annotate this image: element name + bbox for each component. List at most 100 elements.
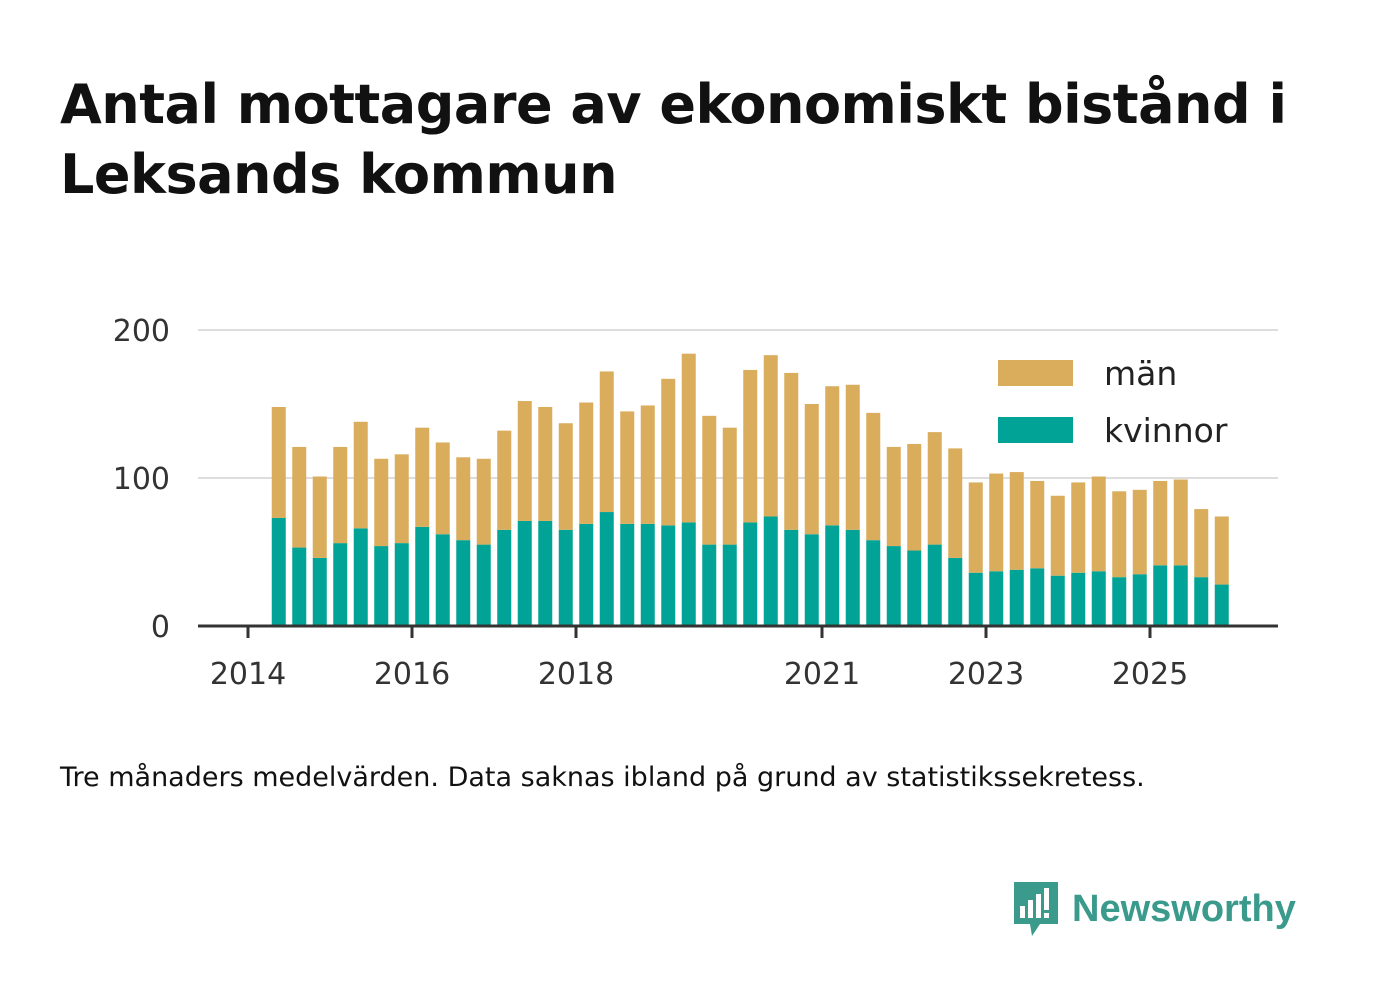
bar-man <box>1173 479 1188 566</box>
bars <box>271 353 1229 626</box>
bar-kvinnor <box>292 547 307 626</box>
bar-man <box>538 406 553 521</box>
bar-kvinnor <box>497 529 512 626</box>
bar-man <box>1153 480 1168 566</box>
bar-kvinnor <box>1009 569 1024 626</box>
bar-kvinnor <box>579 523 594 626</box>
bar-kvinnor <box>948 557 963 626</box>
bar-kvinnor <box>886 546 901 626</box>
bar-kvinnor <box>866 540 881 626</box>
y-tick-label: 0 <box>151 610 170 645</box>
axes: 0 100 200 2014 2016 2018 2021 2023 2025 <box>113 314 1278 692</box>
bar-man <box>948 448 963 558</box>
bar-man <box>497 430 512 530</box>
bar-man <box>640 405 655 524</box>
bar-man <box>1009 472 1024 570</box>
bar-man <box>517 401 532 521</box>
bar-kvinnor <box>763 516 778 626</box>
bar-man <box>907 443 922 551</box>
bar-kvinnor <box>907 550 922 626</box>
bar-man <box>968 482 983 573</box>
y-tick-label: 200 <box>113 314 170 349</box>
bar-man <box>763 355 778 517</box>
brand[interactable]: Newsworthy <box>1010 878 1296 940</box>
bar-kvinnor <box>1132 574 1147 626</box>
bar-kvinnor <box>968 572 983 626</box>
bar-man <box>1194 509 1209 578</box>
bar-kvinnor <box>1091 571 1106 626</box>
bar-kvinnor <box>415 526 430 626</box>
bar-kvinnor <box>804 534 819 626</box>
bar-man <box>845 384 860 530</box>
bar-man <box>661 378 676 526</box>
bar-kvinnor <box>353 528 368 626</box>
bar-kvinnor <box>1153 565 1168 626</box>
bar-man <box>312 476 327 558</box>
bar-kvinnor <box>620 523 635 626</box>
bar-kvinnor <box>927 544 942 626</box>
bar-kvinnor <box>599 512 614 626</box>
legend-swatch <box>998 360 1073 386</box>
bar-man <box>784 372 799 530</box>
bar-kvinnor <box>435 534 450 626</box>
bar-kvinnor <box>681 522 696 626</box>
bar-man <box>599 371 614 513</box>
bar-man <box>374 458 389 547</box>
bar-kvinnor <box>476 544 491 626</box>
bar-kvinnor <box>743 522 758 626</box>
bar-kvinnor <box>989 571 1004 626</box>
bar-man <box>804 404 819 535</box>
bar-kvinnor <box>1194 577 1209 626</box>
bar-kvinnor <box>456 540 471 626</box>
legend-label: män <box>1104 354 1177 393</box>
bar-kvinnor <box>1050 575 1065 626</box>
brand-name: Newsworthy <box>1072 887 1296 930</box>
bar-man <box>1091 476 1106 572</box>
x-tick-label: 2014 <box>210 657 286 692</box>
bar-man <box>1112 491 1127 578</box>
bar-man <box>1071 482 1086 573</box>
bar-kvinnor <box>558 529 573 626</box>
bar-man <box>1050 495 1065 576</box>
chart-title: Antal mottagare av ekonomiskt bistånd i … <box>60 73 1287 206</box>
bar-man <box>558 423 573 530</box>
bar-man <box>825 386 840 526</box>
bar-kvinnor <box>1173 565 1188 626</box>
bar-man <box>1030 480 1045 569</box>
legend-label: kvinnor <box>1104 411 1228 450</box>
bar-man <box>866 412 881 541</box>
bar-man <box>333 446 348 544</box>
bar-man <box>743 369 758 523</box>
x-tick-label: 2016 <box>374 657 450 692</box>
x-tick-label: 2025 <box>1112 657 1188 692</box>
bar-kvinnor <box>374 546 389 626</box>
x-tick-label: 2018 <box>538 657 614 692</box>
bar-man <box>415 427 430 527</box>
bar-man <box>435 442 450 535</box>
bar-man <box>353 421 368 529</box>
bar-kvinnor <box>394 543 409 626</box>
bar-man <box>579 402 594 524</box>
bar-kvinnor <box>845 529 860 626</box>
bar-kvinnor <box>271 517 286 626</box>
bar-man <box>394 454 409 544</box>
newsworthy-logo-icon <box>1014 882 1058 936</box>
bar-kvinnor <box>825 525 840 626</box>
bar-man <box>886 446 901 547</box>
legend: män kvinnor <box>998 354 1228 450</box>
bar-kvinnor <box>661 525 676 626</box>
bar-kvinnor <box>1071 572 1086 626</box>
bar-man <box>681 353 696 523</box>
bar-man <box>702 415 717 545</box>
bar-kvinnor <box>333 543 348 626</box>
bar-kvinnor <box>1214 584 1229 626</box>
bar-kvinnor <box>517 520 532 626</box>
bar-kvinnor <box>1030 568 1045 626</box>
bar-man <box>456 457 471 541</box>
x-tick-label: 2023 <box>948 657 1024 692</box>
footnote: Tre månaders medelvärden. Data saknas ib… <box>60 762 1145 793</box>
legend-swatch <box>998 417 1073 443</box>
bar-man <box>722 427 737 545</box>
bar-kvinnor <box>1112 577 1127 626</box>
